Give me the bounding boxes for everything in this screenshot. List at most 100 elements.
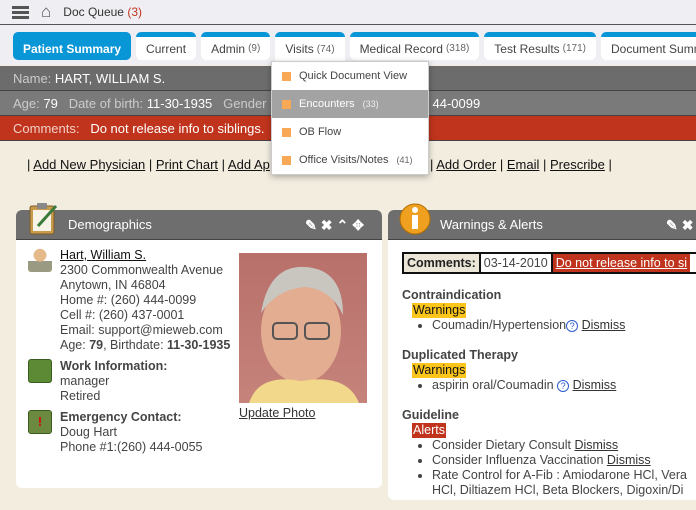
tab-label: Visits bbox=[285, 42, 314, 56]
menu-item-label: Encounters bbox=[299, 98, 355, 110]
dismiss-link[interactable]: Dismiss bbox=[574, 438, 619, 452]
duplicated-therapy-heading: Duplicated Therapy bbox=[402, 348, 518, 362]
tab-document-summary[interactable]: Document Summ bbox=[601, 32, 696, 60]
add-order-link[interactable]: Add Order bbox=[436, 157, 497, 172]
tab-count: (318) bbox=[445, 43, 470, 54]
age-label: Age: bbox=[60, 338, 86, 352]
warnings-alerts-panel: Warnings & Alerts ✎✖ Comments: 03-14-201… bbox=[388, 203, 696, 500]
panel-header: Demographics ✎✖⌃✥ bbox=[16, 203, 382, 240]
person-icon bbox=[28, 248, 52, 272]
comments-date: 03-14-2010 bbox=[480, 254, 553, 272]
tab-test-results[interactable]: Test Results (171) bbox=[484, 32, 597, 60]
tab-visits[interactable]: Visits (74) bbox=[275, 32, 345, 61]
tab-label: Document Summ bbox=[611, 41, 696, 56]
age-label: Age: bbox=[13, 95, 40, 111]
alert-text: Consider Dietary Consult bbox=[432, 438, 571, 452]
address-line-1: 2300 Commonwealth Avenue bbox=[60, 263, 224, 277]
tab-label: Current bbox=[146, 41, 187, 56]
edit-icon[interactable]: ✎ bbox=[305, 217, 321, 233]
alert-item: Consider Influenza Vaccination Dismiss bbox=[432, 453, 694, 468]
alert-item: Consider Dietary Consult Dismiss bbox=[432, 438, 694, 453]
warnings-tag: Warnings bbox=[412, 363, 467, 378]
tab-label: Test Results bbox=[494, 41, 560, 56]
cell-phone: Cell #: (260) 437-0001 bbox=[60, 308, 185, 322]
address-line-2: Anytown, IN 46804 bbox=[60, 278, 166, 292]
warnings-tag: Warnings bbox=[412, 303, 467, 318]
tab-count: (74) bbox=[316, 43, 335, 55]
age-value: 79 bbox=[89, 338, 104, 352]
phone-value: 44-0099 bbox=[432, 95, 481, 111]
tab-admin[interactable]: Admin (9) bbox=[201, 32, 271, 60]
tab-label: Admin bbox=[211, 41, 246, 56]
patient-name-link[interactable]: Hart, William S. bbox=[60, 248, 147, 262]
add-new-physician-link[interactable]: Add New Physician bbox=[33, 157, 146, 172]
emergency-label: Emergency Contact: bbox=[60, 410, 182, 424]
add-appointment-link[interactable]: Add Ap bbox=[227, 157, 270, 172]
comments-text-link[interactable]: Do not release info to si bbox=[552, 254, 691, 272]
collapse-icon[interactable]: ⌃ bbox=[336, 217, 353, 233]
tab-patient-summary[interactable]: Patient Summary bbox=[13, 32, 132, 60]
square-icon bbox=[282, 127, 291, 137]
dismiss-link[interactable]: Dismiss bbox=[581, 318, 626, 332]
prescribe-link[interactable]: Prescribe bbox=[549, 157, 605, 172]
print-chart-link[interactable]: Print Chart bbox=[155, 157, 219, 172]
close-icon[interactable]: ✖ bbox=[681, 217, 696, 233]
tab-count: (171) bbox=[562, 43, 587, 54]
menu-item-office-visits-notes[interactable]: Office Visits/Notes (41) bbox=[272, 146, 428, 174]
work-occupation: manager bbox=[60, 374, 110, 388]
square-icon bbox=[282, 99, 291, 109]
help-icon[interactable]: ? bbox=[566, 320, 579, 332]
birthdate-value: 11-30-1935 bbox=[167, 338, 231, 352]
alert-text-continued: HCl, Diltiazem HCl, Beta Blockers, Digox… bbox=[432, 483, 684, 497]
menu-item-count: (33) bbox=[362, 99, 379, 109]
panel-title: Warnings & Alerts bbox=[440, 217, 543, 232]
edit-icon[interactable]: ✎ bbox=[666, 217, 682, 233]
close-icon[interactable]: ✖ bbox=[320, 217, 337, 233]
tab-bar: Patient Summary Current Admin (9) Visits(… bbox=[0, 25, 696, 65]
tab-count: (9) bbox=[248, 43, 261, 54]
email: Email: support@mieweb.com bbox=[60, 323, 223, 337]
alerts-tag: Alerts bbox=[412, 423, 446, 438]
guideline-heading: Guideline bbox=[402, 408, 459, 422]
menu-item-quick-document-view[interactable]: Quick Document View bbox=[272, 62, 428, 90]
panel-actions: ✎✖ bbox=[666, 217, 696, 234]
doc-queue-label: Doc Queue bbox=[63, 5, 124, 19]
dob-label: Date of birth: bbox=[68, 95, 144, 111]
update-photo-link[interactable]: Update Photo bbox=[239, 406, 316, 420]
dob-value: 11-30-1935 bbox=[146, 95, 213, 111]
alert-text: aspirin oral/Coumadin bbox=[432, 378, 554, 392]
emergency-phone: Phone #1:(260) 444-0055 bbox=[60, 440, 203, 454]
menu-item-encounters[interactable]: Encounters (33) bbox=[272, 90, 428, 118]
menu-item-count: (41) bbox=[396, 155, 413, 165]
menu-icon[interactable] bbox=[12, 5, 29, 19]
name-label: Name: bbox=[13, 70, 52, 86]
move-icon[interactable]: ✥ bbox=[352, 217, 368, 233]
alert-item: aspirin oral/Coumadin ? Dismiss bbox=[432, 378, 694, 393]
alert-text: Rate Control for A-Fib : Amiodarone HCl,… bbox=[432, 468, 687, 482]
emergency-name: Doug Hart bbox=[60, 425, 117, 439]
menu-item-ob-flow[interactable]: OB Flow bbox=[272, 118, 428, 146]
contraindication-heading: Contraindication bbox=[402, 288, 502, 302]
demographics-panel: Demographics ✎✖⌃✥ Hart, William S. 2300 … bbox=[16, 203, 382, 488]
emergency-contact-icon: ! bbox=[28, 410, 52, 434]
patient-photo bbox=[239, 253, 367, 403]
dismiss-link[interactable]: Dismiss bbox=[606, 453, 651, 467]
help-icon[interactable]: ? bbox=[557, 380, 570, 392]
panel-title: Demographics bbox=[68, 217, 152, 232]
comments-text: Do not release info to siblings. bbox=[90, 120, 265, 136]
menu-item-label: OB Flow bbox=[299, 126, 342, 138]
tab-current[interactable]: Current bbox=[136, 32, 197, 60]
alert-item: Coumadin/Hypertension? Dismiss bbox=[432, 318, 694, 333]
square-icon bbox=[282, 155, 291, 165]
panel-actions: ✎✖⌃✥ bbox=[305, 217, 368, 234]
visits-dropdown-menu: Quick Document View Encounters (33) OB Fl… bbox=[271, 61, 429, 175]
panel-header: Warnings & Alerts ✎✖ bbox=[388, 203, 696, 240]
tab-medical-record[interactable]: Medical Record (318) bbox=[349, 32, 480, 60]
email-link[interactable]: Email bbox=[506, 157, 540, 172]
patient-name-link[interactable]: HART, WILLIAM S. bbox=[54, 70, 166, 86]
comments-label: Comments: bbox=[404, 254, 481, 272]
home-icon[interactable]: ⌂ bbox=[41, 2, 52, 21]
dismiss-link[interactable]: Dismiss bbox=[572, 378, 617, 392]
doc-queue-link[interactable]: Doc Queue (3) bbox=[63, 5, 142, 19]
info-icon bbox=[399, 203, 431, 235]
